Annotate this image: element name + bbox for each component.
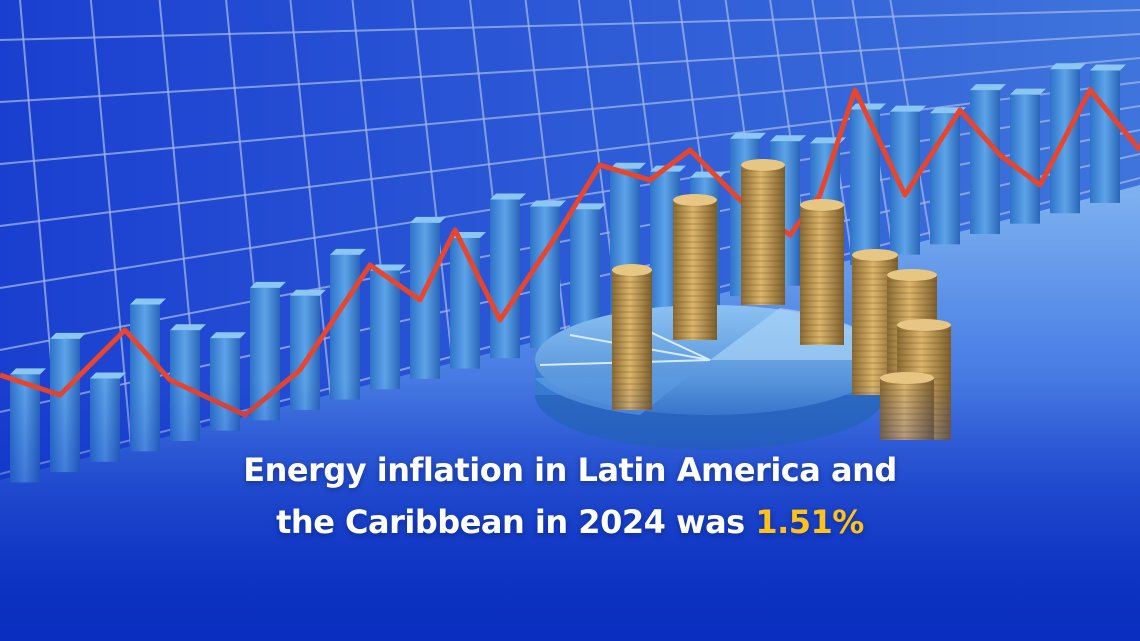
headline: Energy inflation in Latin America and th… [0, 444, 1140, 548]
headline-line-2: the Caribbean in 2024 was 1.51% [0, 496, 1140, 548]
inflation-value: 1.51% [755, 503, 864, 541]
headline-line-2-text: the Caribbean in 2024 was [276, 503, 756, 541]
headline-line-1: Energy inflation in Latin America and [243, 451, 897, 489]
bottom-fade [0, 380, 1140, 641]
